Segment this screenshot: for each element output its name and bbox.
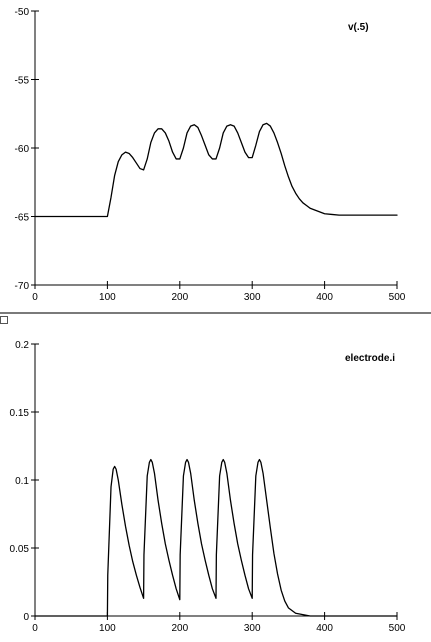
x-tick-label: 400 — [316, 292, 333, 303]
y-tick-label: 0.1 — [15, 476, 29, 487]
x-tick-label: 0 — [32, 292, 38, 303]
y-tick-label: 0 — [23, 612, 29, 623]
x-tick-label: 300 — [244, 623, 261, 634]
y-tick-label: -60 — [15, 144, 30, 155]
panel-divider — [0, 312, 431, 314]
y-tick-label: 0.15 — [10, 408, 30, 419]
series-line — [34, 122, 398, 218]
x-tick-label: 300 — [244, 292, 261, 303]
x-tick-label: 0 — [32, 623, 38, 634]
y-tick-label: -55 — [15, 76, 30, 87]
x-tick-label: 200 — [171, 292, 188, 303]
panel-resize-handle[interactable] — [0, 316, 8, 324]
y-tick-label: 0.05 — [10, 544, 30, 555]
x-tick-label: 100 — [99, 623, 116, 634]
x-tick-label: 200 — [171, 623, 188, 634]
y-tick-label: -50 — [15, 7, 30, 18]
y-tick-label: 0.2 — [15, 340, 29, 351]
x-tick-label: 400 — [316, 623, 333, 634]
x-tick-label: 100 — [99, 292, 116, 303]
voltage-chart: v(.5) 0 100 200 300 400 500 -70 -65 -60 -55 -50 — [15, 7, 406, 303]
current-legend-label: electrode.i — [345, 353, 395, 364]
y-tick-label: -70 — [15, 281, 30, 292]
current-chart: electrode.i 0 100 200 300 400 500 0 0.05 0.1 0.15… — [10, 340, 406, 634]
y-tick-label: -65 — [15, 213, 30, 224]
series-line — [34, 458, 398, 617]
voltage-legend-label: v(.5) — [348, 22, 369, 33]
x-tick-label: 500 — [389, 623, 406, 634]
x-tick-label: 500 — [389, 292, 406, 303]
